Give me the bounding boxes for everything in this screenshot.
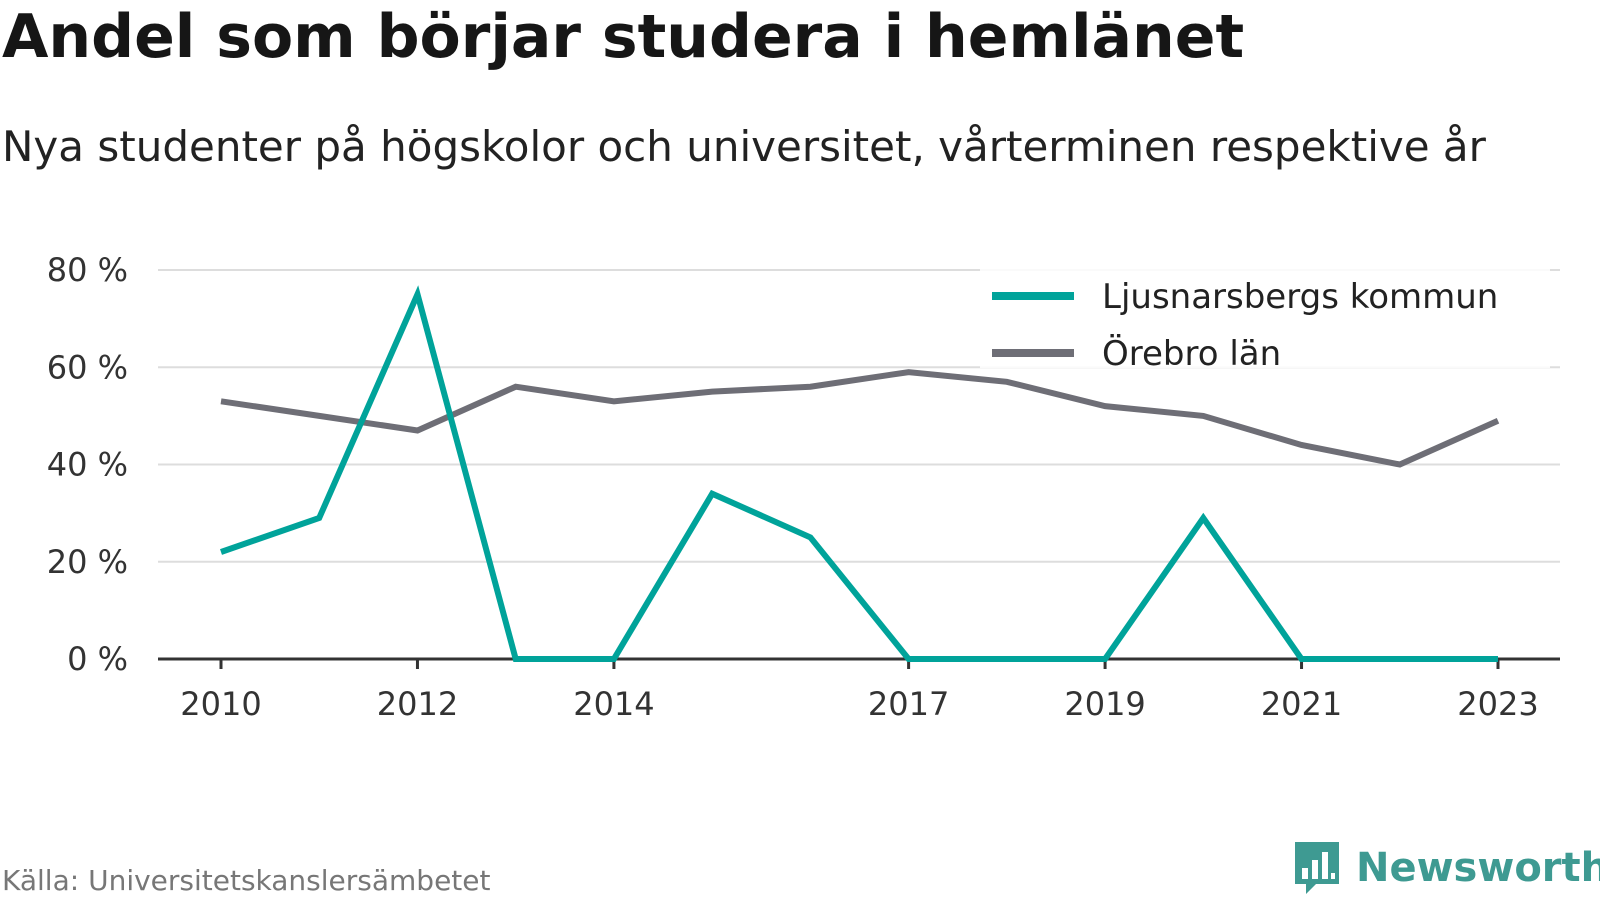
y-tick-label: 40 %	[47, 446, 128, 484]
legend-label: Örebro län	[1102, 333, 1281, 374]
y-tick-label: 60 %	[47, 348, 128, 386]
chart-subtitle: Nya studenter på högskolor och universit…	[2, 122, 1486, 171]
newsworthy-bar-chart-icon	[1295, 842, 1339, 894]
source-note: Källa: Universitetskanslersämbetet	[2, 864, 491, 897]
series-line-0	[220, 285, 1498, 662]
legend: Ljusnarsbergs kommun Örebro län	[980, 268, 1550, 374]
x-tick-label: 2010	[180, 685, 261, 723]
legend-label: Ljusnarsbergs kommun	[1102, 277, 1498, 317]
y-tick-label: 20 %	[47, 543, 128, 581]
x-tick-label: 2019	[1064, 685, 1145, 723]
x-tick-label: 2012	[377, 685, 458, 723]
x-tick-label: 2017	[868, 685, 949, 723]
series-line-1	[220, 369, 1500, 468]
x-tick-label: 2023	[1457, 685, 1538, 723]
y-tick-label: 80 %	[47, 251, 128, 289]
y-tick-label: 0 %	[67, 640, 128, 678]
newsworthy-logo: Newsworthy	[1292, 840, 1600, 896]
series-lines	[220, 285, 1500, 662]
logo-text: Newsworthy	[1356, 845, 1600, 891]
line-chart: 0 % 20 % 40 % 60 % 80 % 2010 2012 2014 2017 2019…	[47, 251, 1560, 723]
legend-background	[980, 268, 1550, 368]
chart-title: Andel som börjar studera i hemlänet	[2, 2, 1245, 72]
x-tick-label: 2014	[573, 685, 654, 723]
x-tick-label: 2021	[1261, 685, 1342, 723]
x-axis: 2010 2012 2014 2017 2019 2021 2023	[158, 657, 1560, 723]
